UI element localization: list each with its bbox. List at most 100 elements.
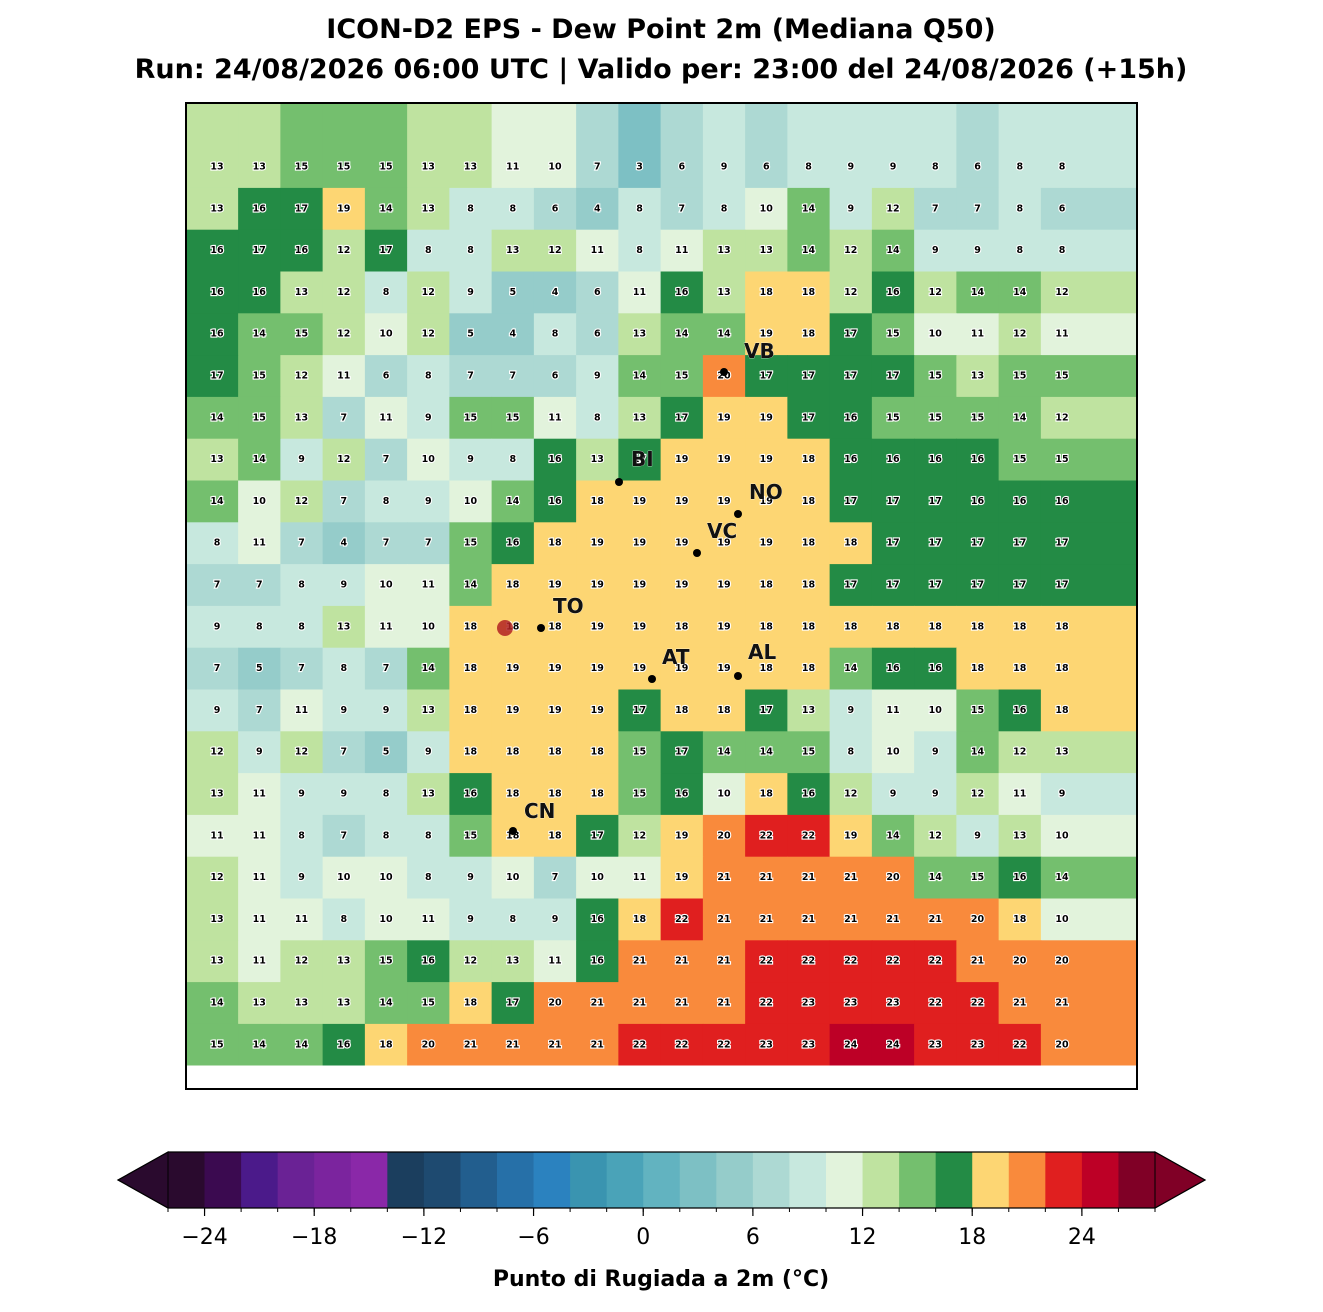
grid-cell (364, 438, 408, 481)
grid-cell (186, 271, 239, 314)
grid-value: 8 (383, 287, 390, 298)
grid-cell (660, 689, 704, 732)
grid-cell (491, 564, 535, 607)
grid-cell (533, 647, 577, 690)
grid-value: 11 (591, 245, 604, 256)
grid-value: 15 (422, 998, 435, 1009)
grid-value: 10 (422, 621, 436, 632)
grid-cell (998, 689, 1042, 732)
grid-cell (702, 187, 746, 231)
grid-cell (280, 773, 324, 816)
grid-cell (449, 940, 493, 983)
grid-cell (364, 313, 408, 356)
grid-cell (533, 1023, 577, 1066)
grid-cell (576, 647, 619, 690)
grid-value: 15 (464, 412, 477, 423)
grid-value: 15 (886, 329, 899, 340)
grid-value: 18 (929, 621, 943, 632)
grid-value: 22 (760, 998, 773, 1009)
grid-value: 8 (1016, 245, 1023, 256)
grid-value: 18 (506, 789, 520, 800)
grid-value: 18 (802, 329, 816, 340)
grid-cell (660, 814, 704, 858)
grid-cell (998, 271, 1042, 314)
grid-value: 19 (760, 538, 773, 549)
grid-value: 15 (253, 371, 266, 382)
grid-cell (407, 898, 450, 941)
grid-value: 14 (422, 663, 436, 674)
grid-value: 12 (844, 287, 857, 298)
grid-value: 14 (971, 287, 985, 298)
grid-cell (787, 271, 831, 314)
grid-value: 9 (974, 245, 981, 256)
grid-value: 8 (256, 621, 263, 632)
colorbar-extend-low (116, 1151, 169, 1209)
grid-value: 5 (383, 747, 390, 758)
grid-cell (449, 731, 493, 774)
grid-value: 15 (886, 412, 899, 423)
grid-cell (787, 564, 831, 607)
grid-value: 13 (464, 162, 477, 173)
grid-cell (956, 689, 1000, 732)
grid-value: 19 (675, 454, 688, 465)
grid-cell (914, 396, 957, 440)
grid-cell (322, 522, 366, 565)
grid-value: 19 (717, 580, 730, 591)
grid-cell (871, 1023, 915, 1066)
grid-value: 14 (760, 747, 774, 758)
grid-cell (533, 689, 577, 732)
grid-value: 15 (337, 162, 350, 173)
grid-cell (660, 438, 704, 481)
grid-cell (491, 1023, 535, 1066)
grid-value: 21 (675, 956, 688, 967)
city-label: NO (749, 480, 783, 504)
grid-cell (186, 940, 239, 983)
grid-value: 17 (886, 371, 899, 382)
grid-cell (660, 773, 704, 816)
grid-cell (660, 856, 704, 899)
grid-cell (533, 856, 577, 899)
grid-cell (829, 522, 873, 565)
grid-value: 10 (253, 496, 267, 507)
grid-cell (660, 731, 704, 774)
grid-value: 8 (509, 203, 516, 214)
grid-value: 14 (886, 245, 900, 256)
grid-cell (533, 187, 577, 231)
grid-value: 19 (506, 705, 519, 716)
grid-value: 22 (633, 1039, 646, 1050)
grid-value: 7 (256, 580, 263, 591)
grid-value: 17 (1013, 538, 1026, 549)
grid-value: 14 (1013, 287, 1027, 298)
city-dot (734, 672, 742, 680)
grid-cell (829, 438, 873, 481)
grid-cell (533, 898, 577, 941)
grid-value: 21 (971, 956, 984, 967)
grid-value: 19 (591, 580, 604, 591)
grid-cell (787, 229, 831, 272)
grid-cell (186, 480, 239, 523)
grid-cell (787, 856, 831, 899)
grid-value: 14 (253, 1039, 267, 1050)
grid-cell (491, 814, 535, 858)
grid-value: 17 (633, 454, 646, 465)
colorbar-tick-label: −12 (401, 1225, 447, 1250)
grid-value: 16 (1013, 705, 1027, 716)
grid-cell (660, 313, 704, 356)
grid-cell (660, 229, 704, 272)
grid-cell (1040, 103, 1138, 189)
grid-cell (745, 355, 788, 398)
grid-value: 17 (633, 705, 646, 716)
grid-cell (998, 522, 1042, 565)
grid-value: 8 (847, 747, 854, 758)
grid-value: 22 (802, 956, 815, 967)
grid-cell (491, 940, 535, 983)
grid-value: 19 (675, 496, 688, 507)
grid-value: 23 (802, 1039, 815, 1050)
grid-cell (407, 564, 450, 607)
grid-cell (914, 229, 957, 272)
colorbar-segment (862, 1152, 900, 1208)
grid-value: 9 (847, 203, 854, 214)
grid-value: 9 (890, 162, 897, 173)
grid-cell (364, 480, 408, 523)
grid-cell (1040, 187, 1138, 231)
